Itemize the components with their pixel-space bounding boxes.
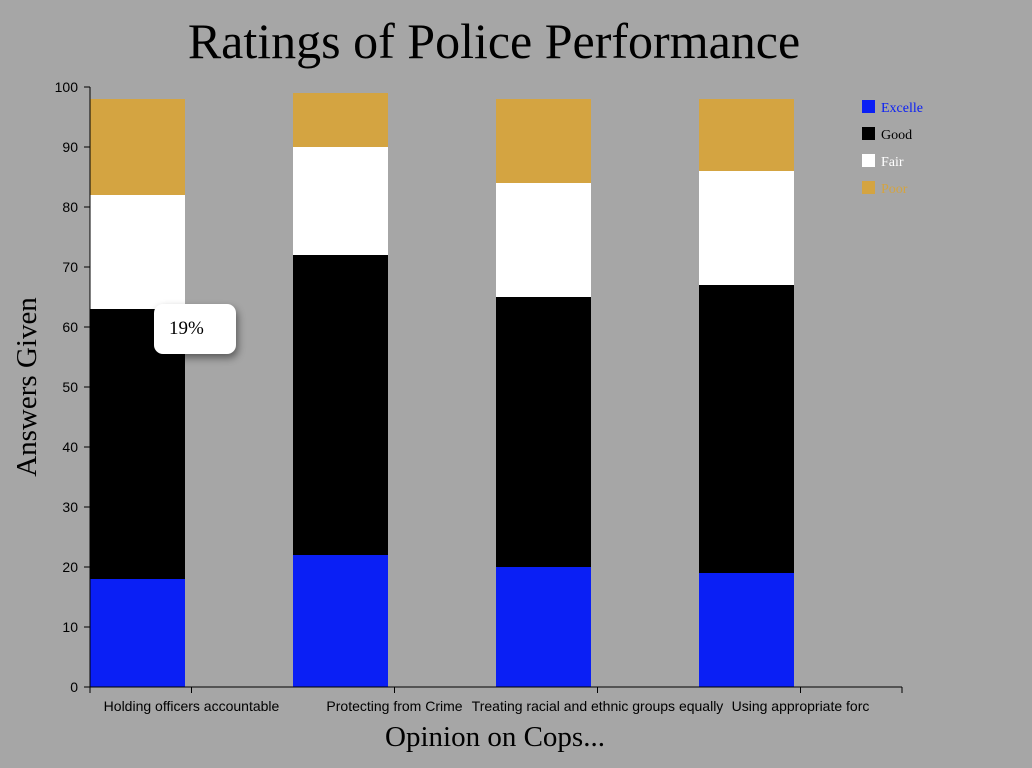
legend: Excelle Good Fair Poor: [862, 100, 923, 197]
x-axis: Holding officers accountable Protecting f…: [89, 686, 903, 714]
x-tick-label: Protecting from Crime: [326, 698, 462, 714]
x-tick-label: Holding officers accountable: [104, 698, 280, 714]
bars-group: [90, 93, 794, 687]
bar-excelle-2[interactable]: [496, 567, 591, 687]
legend-swatch-good: [862, 127, 875, 140]
bar-good-3[interactable]: [699, 285, 794, 573]
bar-excelle-1[interactable]: [293, 555, 388, 687]
legend-swatch-poor: [862, 181, 875, 194]
bar-good-1[interactable]: [293, 255, 388, 555]
legend-swatch-fair: [862, 154, 875, 167]
bar-fair-1[interactable]: [293, 147, 388, 255]
y-tick-label: 0: [70, 679, 78, 695]
value-tooltip: 19%: [154, 304, 236, 354]
bar-fair-2[interactable]: [496, 183, 591, 297]
x-axis-title: Opinion on Cops...: [385, 721, 605, 753]
legend-label-poor: Poor: [881, 182, 908, 197]
bar-poor-0[interactable]: [90, 99, 185, 195]
bar-poor-1[interactable]: [293, 93, 388, 147]
bar-poor-3[interactable]: [699, 99, 794, 171]
y-tick-label: 50: [62, 379, 78, 395]
y-tick-label: 20: [62, 559, 78, 575]
y-axis: 0 10 20 30 40 50 60 70 80 90 100: [55, 79, 91, 695]
legend-swatch-excelle: [862, 100, 875, 113]
legend-label-excelle: Excelle: [881, 101, 923, 116]
bar-excelle-0[interactable]: [90, 579, 185, 687]
bar-good-2[interactable]: [496, 297, 591, 567]
x-tick-label: Using appropriate forc: [732, 698, 870, 714]
legend-label-good: Good: [881, 128, 912, 143]
legend-label-fair: Fair: [881, 155, 904, 170]
bar-fair-0[interactable]: [90, 195, 185, 309]
y-tick-label: 60: [62, 319, 78, 335]
chart-title: Ratings of Police Performance: [188, 13, 800, 69]
bar-poor-2[interactable]: [496, 99, 591, 183]
y-tick-label: 70: [62, 259, 78, 275]
bar-good-0[interactable]: [90, 309, 185, 579]
bar-fair-3[interactable]: [699, 171, 794, 285]
y-tick-label: 30: [62, 499, 78, 515]
y-tick-label: 40: [62, 439, 78, 455]
y-tick-label: 80: [62, 199, 78, 215]
y-tick-label: 90: [62, 139, 78, 155]
y-tick-label: 10: [62, 619, 78, 635]
bar-excelle-3[interactable]: [699, 573, 794, 687]
x-tick-label: Treating racial and ethnic groups equall…: [472, 698, 724, 714]
y-tick-label: 100: [55, 79, 79, 95]
y-axis-title: Answers Given: [11, 297, 43, 477]
